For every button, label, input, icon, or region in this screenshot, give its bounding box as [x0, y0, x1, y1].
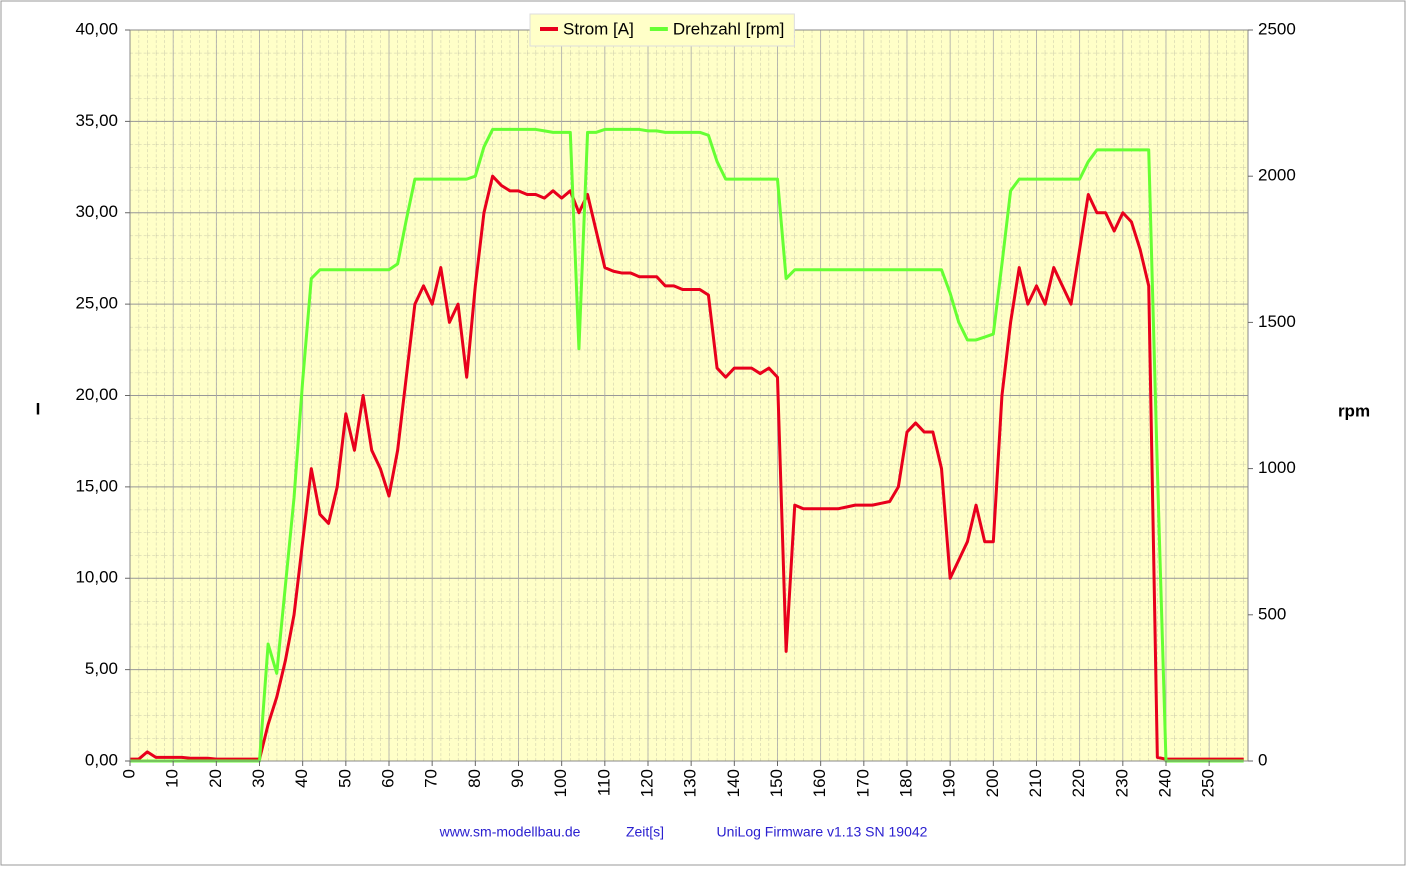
x-tick-label: 200 [983, 769, 1002, 797]
y2-tick-label: 2000 [1258, 166, 1296, 185]
x-tick-label: 30 [249, 769, 268, 788]
y2-tick-label: 500 [1258, 604, 1286, 623]
legend-label: Drehzahl [rpm] [673, 19, 784, 38]
y-tick-label: 35,00 [75, 111, 118, 130]
y-axis-label: I [36, 399, 41, 418]
x-tick-label: 180 [896, 769, 915, 797]
x-tick-label: 230 [1112, 769, 1131, 797]
x-tick-label: 80 [465, 769, 484, 788]
x-tick-label: 70 [422, 769, 441, 788]
x-tick-label: 110 [594, 769, 613, 796]
series-line [130, 174, 1244, 761]
legend-label: Strom [A] [563, 19, 634, 38]
x-tick-label: 130 [681, 769, 700, 797]
x-tick-label: 170 [853, 769, 872, 797]
footer-right: UniLog Firmware v1.13 SN 19042 [717, 824, 928, 840]
x-tick-label: 220 [1069, 769, 1088, 797]
x-tick-label: 140 [724, 769, 743, 797]
y2-tick-label: 2500 [1258, 19, 1296, 38]
y2-tick-label: 1500 [1258, 312, 1296, 331]
legend: Strom [A] Drehzahl [rpm] [529, 13, 795, 47]
y-tick-label: 20,00 [75, 385, 118, 404]
x-tick-label: 210 [1026, 769, 1045, 797]
y2-tick-label: 1000 [1258, 458, 1296, 477]
y-tick-label: 40,00 [75, 19, 118, 38]
series-line [130, 127, 1244, 763]
x-tick-label: 60 [378, 769, 397, 788]
x-tick-label: 0 [119, 769, 138, 778]
y2-tick-label: 0 [1258, 750, 1267, 769]
y-tick-label: 15,00 [75, 476, 118, 495]
y-tick-label: 5,00 [85, 659, 118, 678]
x-tick-label: 20 [206, 769, 225, 788]
x-tick-label: 190 [940, 769, 959, 797]
y-tick-label: 0,00 [85, 750, 118, 769]
x-tick-label: 50 [335, 769, 354, 788]
x-tick-label: 90 [508, 769, 527, 788]
y-tick-label: 10,00 [75, 568, 118, 587]
y-tick-label: 25,00 [75, 294, 118, 313]
x-tick-label: 10 [163, 769, 182, 788]
x-tick-label: 150 [767, 769, 786, 797]
y-tick-label: 30,00 [75, 202, 118, 221]
footer-left: www.sm-modellbau.de [439, 824, 581, 840]
x-tick-label: 240 [1155, 769, 1174, 797]
x-axis-label: Zeit[s] [626, 824, 664, 840]
x-tick-label: 40 [292, 769, 311, 788]
x-tick-label: 250 [1199, 769, 1218, 797]
y2-axis-label: rpm [1338, 401, 1370, 420]
x-tick-label: 160 [810, 769, 829, 797]
x-tick-label: 100 [551, 769, 570, 797]
x-tick-label: 120 [637, 769, 656, 797]
